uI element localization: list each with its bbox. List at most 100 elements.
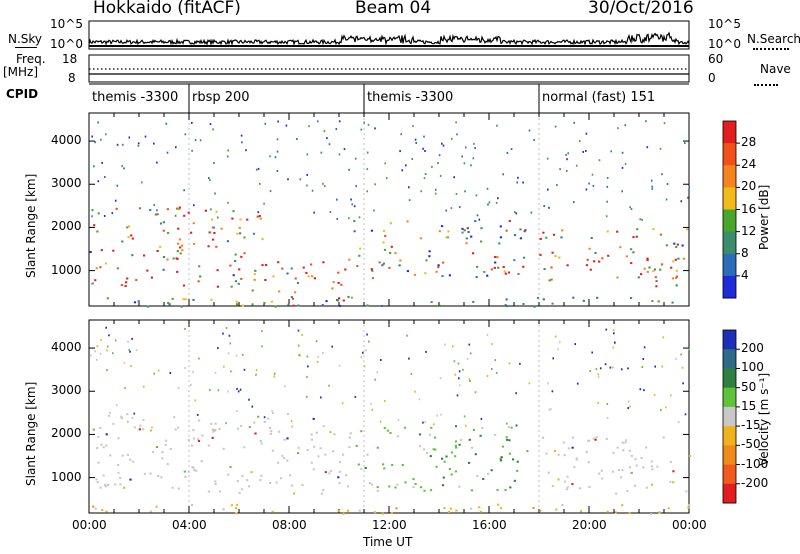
power-point — [513, 211, 516, 214]
power-point — [167, 302, 170, 304]
velocity-point — [457, 362, 460, 365]
velocity-point — [102, 474, 105, 477]
velocity-point — [255, 369, 258, 372]
power-point — [665, 198, 668, 201]
power-point — [99, 266, 102, 269]
velocity-point — [283, 438, 286, 441]
power-point — [274, 156, 277, 159]
velocity-point — [458, 384, 461, 387]
power-point — [208, 177, 210, 180]
velocity-point — [133, 426, 136, 429]
power-point — [467, 231, 470, 233]
velocity-point — [127, 420, 129, 423]
velocity-point — [672, 470, 675, 473]
velocity-point — [345, 474, 348, 477]
velocity-point — [597, 373, 600, 376]
power-cbar-label: 20 — [741, 179, 757, 194]
power-point — [290, 267, 293, 270]
power-point — [499, 236, 502, 239]
velocity-point — [669, 461, 672, 463]
velocity-point — [301, 483, 304, 486]
velocity-point — [479, 510, 482, 513]
power-point — [548, 279, 551, 282]
power-point — [606, 185, 609, 188]
velocity-point — [548, 408, 551, 411]
power-point — [137, 300, 140, 303]
power-point — [156, 209, 158, 212]
velocity-point — [104, 485, 107, 488]
left-tick-1e5: 10^5 — [50, 17, 83, 31]
power-point — [296, 282, 300, 284]
velocity-point — [403, 426, 407, 429]
velocity-point — [109, 411, 111, 414]
power-point — [437, 266, 440, 269]
power-point — [194, 139, 197, 142]
power-point — [342, 299, 345, 302]
power-point — [239, 232, 242, 235]
velocity-cbar-frame — [722, 329, 737, 504]
power-point — [137, 144, 140, 147]
power-point — [445, 236, 448, 239]
velocity-point — [174, 428, 177, 431]
velocity-point — [490, 469, 493, 472]
velocity-point — [414, 483, 417, 485]
velocity-point — [472, 428, 475, 431]
power-point — [630, 248, 633, 251]
power-point — [503, 270, 506, 273]
velocity-point — [620, 368, 623, 371]
power-point — [350, 296, 354, 299]
velocity-point — [192, 371, 194, 374]
velocity-point — [597, 401, 599, 404]
velocity-point — [138, 428, 141, 431]
power-point — [542, 298, 545, 301]
velocity-point — [432, 423, 435, 426]
power-scatter — [89, 120, 691, 308]
power-point — [269, 190, 272, 193]
velocity-point — [579, 487, 582, 490]
power-point — [598, 159, 601, 162]
velocity-point — [214, 422, 217, 425]
velocity-point — [630, 454, 633, 457]
power-point — [251, 289, 254, 292]
velocity-cbar-label: -15 — [741, 418, 761, 433]
velocity-point — [198, 419, 201, 422]
velocity-point — [505, 436, 508, 439]
power-point — [523, 230, 526, 233]
power-point — [498, 242, 501, 245]
velocity-point — [155, 505, 158, 508]
velocity-point — [236, 480, 239, 483]
velocity-point — [117, 471, 120, 474]
velocity-point — [394, 486, 397, 489]
velocity-point — [455, 509, 458, 512]
velocity-point — [508, 439, 511, 442]
velocity-point — [395, 507, 398, 510]
velocity-point — [401, 464, 404, 466]
velocity-point — [504, 489, 507, 491]
velocity-point — [312, 417, 315, 420]
power-point — [528, 129, 531, 132]
power-point — [183, 214, 186, 217]
y-tick-label: 3000 — [51, 176, 82, 191]
velocity-point — [684, 413, 687, 416]
power-point — [116, 143, 119, 146]
velocity-point — [418, 433, 422, 436]
power-point — [272, 275, 275, 278]
power-point — [463, 162, 466, 165]
velocity-point — [342, 512, 345, 515]
velocity-point — [653, 394, 656, 397]
velocity-point — [506, 422, 508, 425]
power-point — [363, 121, 365, 124]
velocity-point — [320, 396, 322, 399]
power-point — [461, 227, 464, 230]
velocity-point — [424, 420, 426, 423]
velocity-point — [376, 371, 378, 374]
power-point — [174, 214, 177, 217]
power-point — [131, 254, 134, 257]
velocity-point — [117, 464, 120, 466]
velocity-point — [642, 358, 645, 360]
velocity-point — [126, 413, 129, 416]
velocity-point — [100, 338, 102, 341]
velocity-point — [235, 512, 238, 515]
velocity-point — [106, 349, 108, 352]
velocity-point — [567, 447, 570, 450]
